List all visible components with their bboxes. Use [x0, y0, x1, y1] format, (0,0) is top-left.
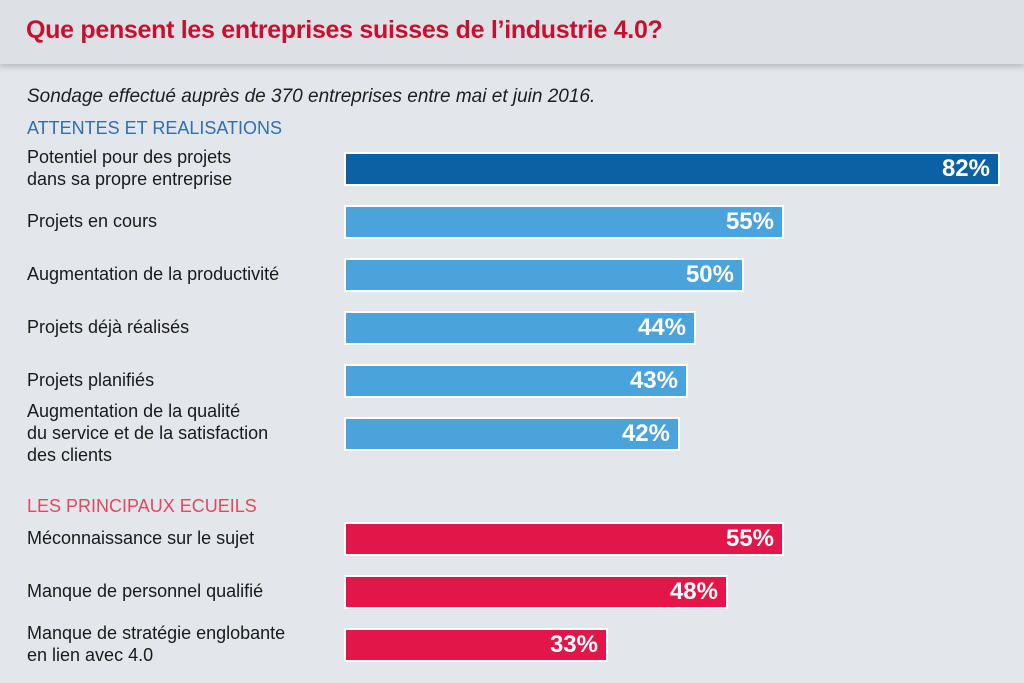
- bar-value-label: 43%: [629, 367, 678, 394]
- bar: 43%: [344, 364, 688, 398]
- bar-label-line: Manque de personnel qualifié: [27, 581, 264, 601]
- bar-value-label: 33%: [549, 631, 598, 658]
- bar-value-label: 55%: [725, 208, 774, 235]
- bar-value-label: 44%: [637, 314, 686, 341]
- bar: 48%: [344, 575, 728, 609]
- bar: 50%: [344, 258, 744, 292]
- bar-label-line: des clients: [27, 445, 113, 465]
- bar-value-label: 55%: [725, 525, 774, 552]
- bar: 44%: [344, 311, 696, 345]
- section-title-expectations: ATTENTES ET REALISATIONS: [27, 118, 283, 138]
- bar-label: Potentiel pour des projets dans sa propre…: [27, 146, 337, 190]
- bar-value-label: 82%: [941, 155, 990, 182]
- bar-label-line: Projets en cours: [27, 211, 158, 231]
- bar-label: Projets planifiés: [27, 369, 337, 391]
- bar-label-line: Augmentation de la productivité: [27, 264, 280, 284]
- header-band: Que pensent les entreprises suisses de l…: [0, 0, 1024, 64]
- bar-label: Projets en cours: [27, 210, 337, 232]
- bar-label-line: Projets déjà réalisés: [27, 317, 190, 337]
- bar-label-line: Potentiel pour des projets: [27, 147, 232, 167]
- section-title-obstacles: LES PRINCIPAUX ECUEILS: [27, 496, 257, 516]
- bar-value-label: 42%: [621, 420, 670, 447]
- bar: 55%: [344, 205, 784, 239]
- bar-label-line: du service et de la satisfaction: [27, 423, 269, 443]
- bar-label-line: Augmentation de la qualité: [27, 401, 241, 421]
- bar: 33%: [344, 628, 608, 662]
- bar-label: Projets déjà réalisés: [27, 316, 337, 338]
- bar: 55%: [344, 522, 784, 556]
- bar-label: Augmentation de la productivité: [27, 263, 337, 285]
- bar-value-label: 50%: [685, 261, 734, 288]
- bar-label-line: dans sa propre entreprise: [27, 169, 233, 189]
- bar-label-line: en lien avec 4.0: [27, 645, 154, 665]
- bar-label: Méconnaissance sur le sujet: [27, 527, 337, 549]
- bar-label-line: Projets planifiés: [27, 370, 155, 390]
- bar-label-line: Méconnaissance sur le sujet: [27, 528, 255, 548]
- page-title: Que pensent les entreprises suisses de l…: [26, 16, 663, 44]
- bar-label: Manque de stratégie englobante en lien av…: [27, 622, 337, 666]
- bar-label: Augmentation de la qualité du service et …: [27, 400, 337, 466]
- bar-label: Manque de personnel qualifié: [27, 580, 337, 602]
- bar-label-line: Manque de stratégie englobante: [27, 623, 286, 643]
- chart-subtitle: Sondage effectué auprès de 370 entrepris…: [27, 86, 596, 107]
- bar: 42%: [344, 417, 680, 451]
- bar: 82%: [344, 152, 1000, 186]
- bar-value-label: 48%: [669, 578, 718, 605]
